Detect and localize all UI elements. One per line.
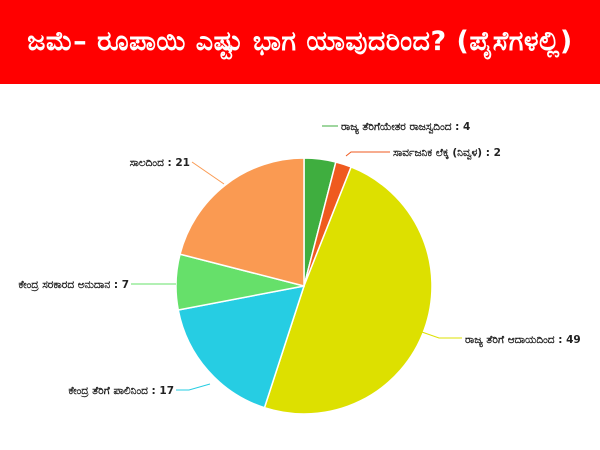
pie-slice <box>179 157 305 287</box>
title-banner: ಜಮೆ– ರೂಪಾಯಿ ಎಷ್ಟು ಭಾಗ ಯಾವುದರಿಂದ? (ಪೈಸೆಗಳ… <box>0 0 600 84</box>
leader-line <box>176 383 211 391</box>
slice-label: ರಾಜ್ಯ ತೆರಿಗೆ ಆದಾಯದಿಂದ : 49 <box>465 334 581 348</box>
slice-label: ಕೇಂದ್ರ ಸರಕಾರದ ಅನುದಾನ : 7 <box>18 279 129 292</box>
chart-title: ಜಮೆ– ರೂಪಾಯಿ ಎಷ್ಟು ಭಾಗ ಯಾವುದರಿಂದ? (ಪೈಸೆಗಳ… <box>27 26 573 57</box>
leader-line <box>345 151 390 157</box>
pie-slice <box>263 166 433 415</box>
slice-label: ಕೇಂದ್ರ ತೆರಿಗೆ ಪಾಲಿನಿಂದ : 17 <box>68 385 174 398</box>
pie-slice <box>177 285 306 409</box>
leader-line <box>418 330 462 339</box>
slice-label: ರಾಜ್ಯ ತೆರಿಗೆಯೇತರ ರಾಜಸ್ವದಿಂದ : 4 <box>341 121 470 135</box>
slice-label: ಸಾರ್ವಜನಿಕ ಲೆಕ್ಕ (ನಿವ್ವಳ) : 2 <box>393 147 501 160</box>
slice-label: ಸಾಲದಿಂದ : 21 <box>130 157 190 169</box>
leader-line <box>191 161 225 185</box>
